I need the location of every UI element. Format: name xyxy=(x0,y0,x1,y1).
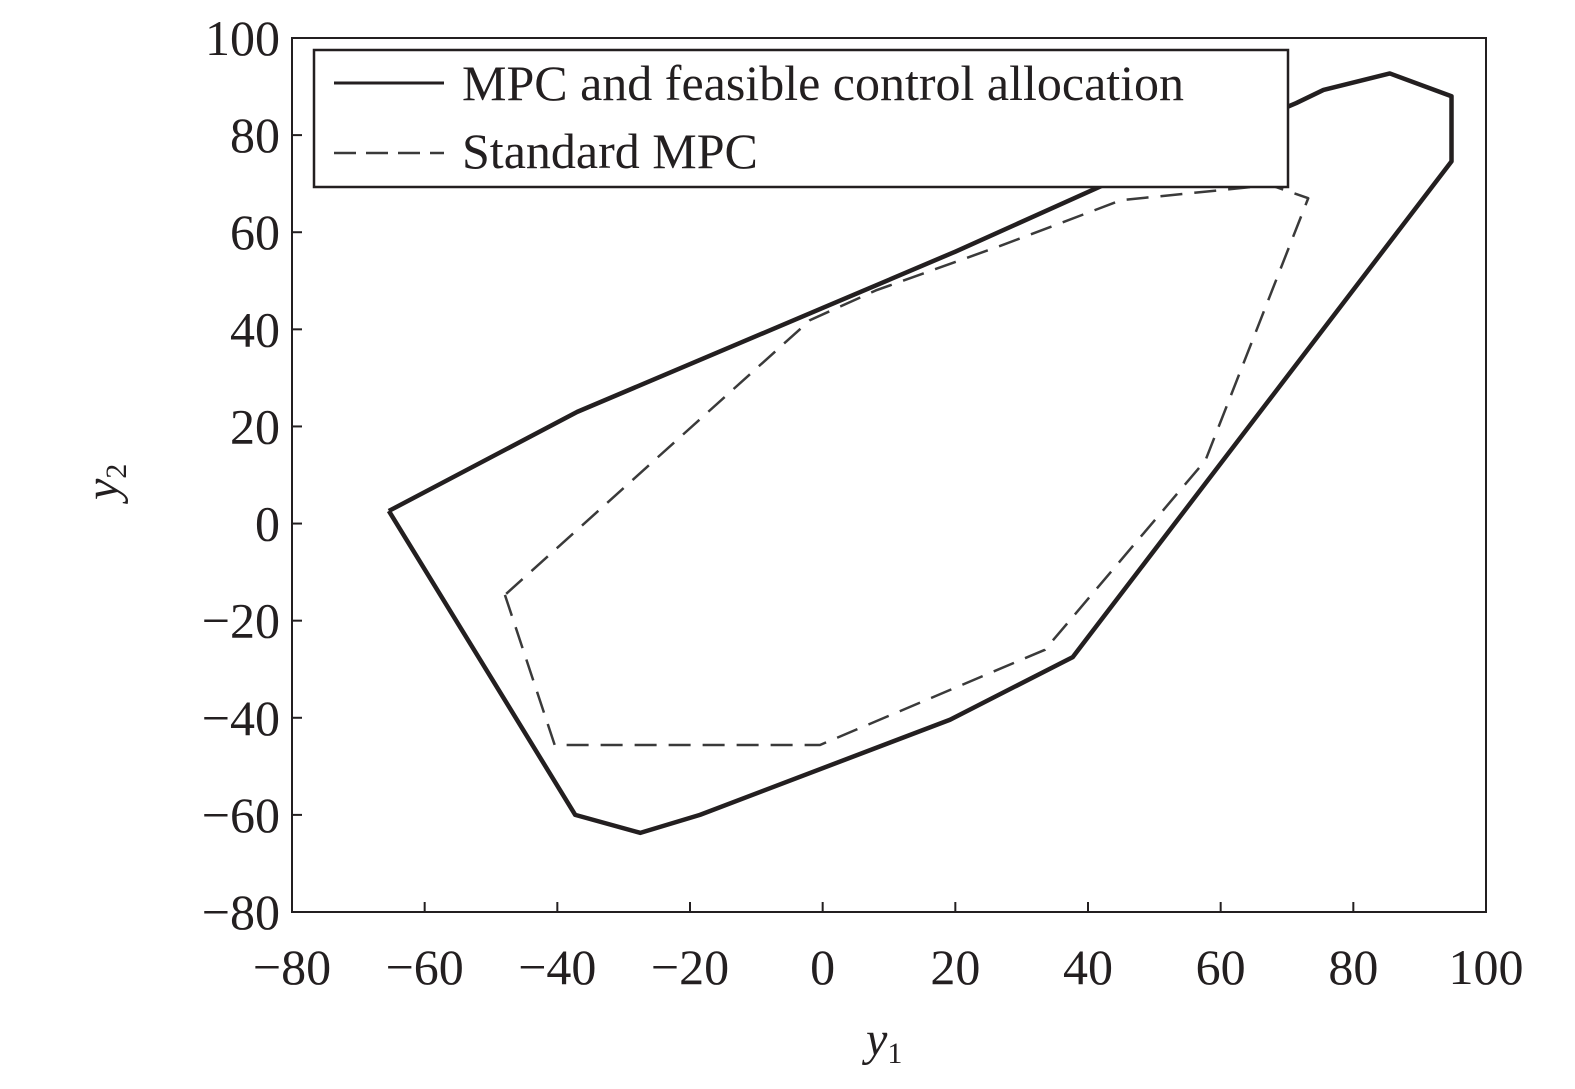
series-line-1 xyxy=(503,183,1310,747)
legend: MPC and feasible control allocation Stan… xyxy=(312,48,1290,189)
y-tick-label: 40 xyxy=(230,301,280,357)
x-tick-label: −60 xyxy=(386,939,464,995)
ticks: −80 −60 −40 −20 0 20 40 60 80 100 −80 −60 −40 −20 0 20 4… xyxy=(202,10,1524,995)
x-tick-label: 60 xyxy=(1196,939,1246,995)
x-tick-label: 0 xyxy=(810,939,835,995)
y-tick-label: −20 xyxy=(202,593,280,649)
legend-label-1: Standard MPC xyxy=(462,123,758,179)
y-tick-label: 20 xyxy=(230,398,280,454)
x-tick-label: −20 xyxy=(651,939,729,995)
series-line-0 xyxy=(386,71,1454,836)
y-tick-label: 60 xyxy=(230,204,280,260)
x-tick-label: 20 xyxy=(930,939,980,995)
plot-frame xyxy=(291,37,1487,913)
y-axis-label: y2 xyxy=(76,464,133,505)
x-tick-label: 40 xyxy=(1063,939,1113,995)
y-tick-label: −80 xyxy=(202,884,280,940)
legend-box xyxy=(312,48,1290,189)
y-tick-label: −40 xyxy=(202,690,280,746)
x-axis-label: y1 xyxy=(861,1013,902,1070)
y-tick-label: −60 xyxy=(202,787,280,843)
series-layer xyxy=(386,71,1454,836)
legend-label-0: MPC and feasible control allocation xyxy=(462,55,1184,111)
x-tick-label: 80 xyxy=(1328,939,1378,995)
y-tick-label: 0 xyxy=(255,496,280,552)
x-tick-label: −40 xyxy=(518,939,596,995)
y-tick-label: 80 xyxy=(230,107,280,163)
y-tick-label: 100 xyxy=(205,10,280,66)
x-tick-label: 100 xyxy=(1449,939,1524,995)
x-tick-label: −80 xyxy=(253,939,331,995)
